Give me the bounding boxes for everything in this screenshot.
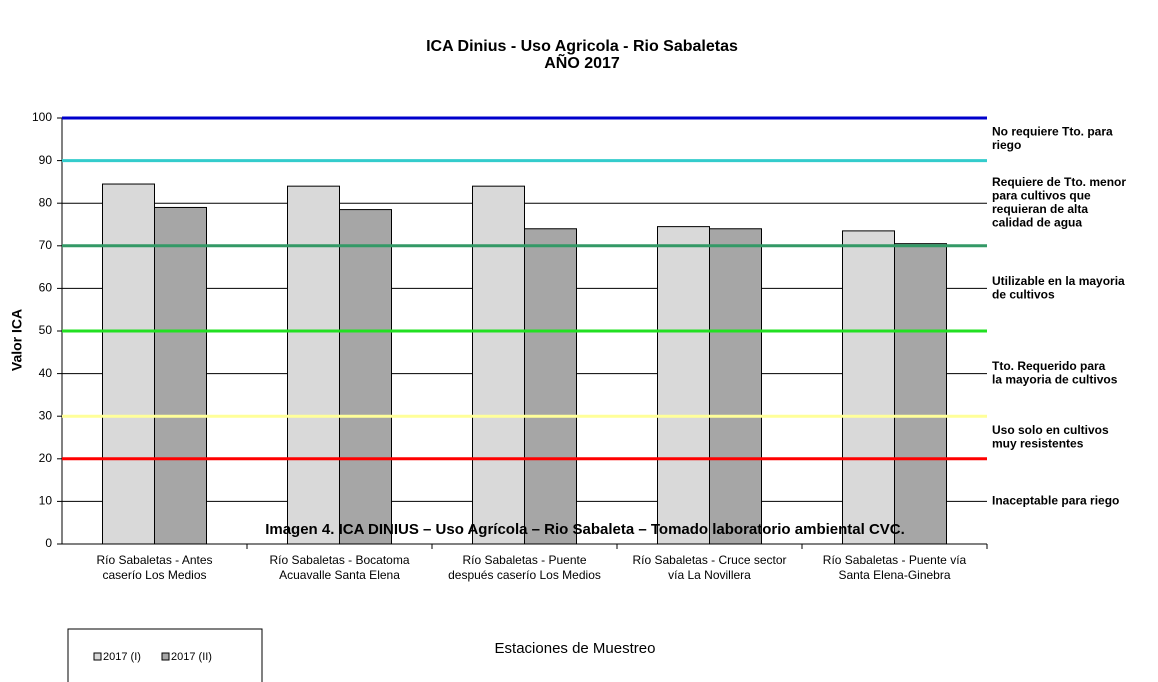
- y-tick-label: 10: [39, 494, 53, 508]
- bar: [842, 230, 895, 545]
- zone-label: de cultivos: [992, 287, 1055, 301]
- bar: [709, 228, 762, 545]
- bar: [154, 206, 207, 545]
- caption: Imagen 4. ICA DINIUS – Uso Agrícola – Ri…: [265, 521, 905, 538]
- x-tick-label: Santa Elena-Ginebra: [838, 568, 950, 582]
- y-tick-label: 90: [39, 153, 53, 167]
- x-tick-label: Río Sabaletas - Cruce sector: [632, 553, 786, 567]
- x-tick-label: caserío Los Medios: [102, 568, 206, 582]
- zone-label: Inaceptable para riego: [992, 494, 1119, 508]
- legend-label: 2017 (II): [171, 651, 212, 663]
- bar: [524, 228, 577, 545]
- zone-label: requieran de alta: [992, 202, 1088, 216]
- legend-swatch: [93, 652, 102, 661]
- legend-label: 2017 (I): [103, 651, 141, 663]
- zone-label: calidad de agua: [992, 216, 1082, 230]
- legend-swatch: [161, 652, 170, 661]
- zone-label: riego: [992, 138, 1021, 152]
- y-tick-label: 100: [32, 110, 52, 124]
- x-tick-label: vía La Novillera: [668, 568, 751, 582]
- y-tick-label: 20: [39, 451, 53, 465]
- x-axis-label: Estaciones de Muestreo: [495, 640, 656, 657]
- y-tick-label: 50: [39, 323, 53, 337]
- bar: [287, 185, 340, 545]
- x-tick-label: Río Sabaletas - Puente vía: [823, 553, 967, 567]
- x-tick-label: Río Sabaletas - Puente: [462, 553, 586, 567]
- bar: [102, 183, 155, 545]
- zone-label: muy resistentes: [992, 436, 1084, 450]
- y-tick-label: 40: [39, 366, 53, 380]
- y-tick-label: 80: [39, 195, 53, 209]
- y-tick-label: 0: [45, 536, 52, 550]
- bar: [472, 185, 525, 545]
- y-tick-label: 30: [39, 408, 53, 422]
- chart-title: ICA Dinius - Uso Agricola - Rio Sabaleta…: [426, 38, 738, 55]
- y-axis-label: Valor ICA: [9, 309, 25, 371]
- zone-label: Tto. Requerido para: [992, 359, 1106, 373]
- zone-label: No requiere Tto. para: [992, 125, 1113, 139]
- x-tick-label: después caserío Los Medios: [448, 568, 601, 582]
- zone-label: Uso solo en cultivos: [992, 423, 1109, 437]
- zone-label: Utilizable en la mayoria: [992, 274, 1125, 288]
- bar: [657, 226, 710, 545]
- y-tick-label: 70: [39, 238, 53, 252]
- zone-label: para cultivos que: [992, 189, 1091, 203]
- bar: [339, 209, 392, 545]
- zone-label: la mayoria de cultivos: [992, 373, 1118, 387]
- bar: [894, 243, 947, 545]
- chart-subtitle: AÑO 2017: [544, 52, 620, 72]
- zone-label: Requiere de Tto. menor: [992, 175, 1126, 189]
- x-tick-label: Acuavalle Santa Elena: [279, 568, 400, 582]
- y-tick-label: 60: [39, 281, 53, 295]
- x-tick-label: Río Sabaletas - Bocatoma: [269, 553, 409, 567]
- x-tick-label: Río Sabaletas - Antes: [96, 553, 212, 567]
